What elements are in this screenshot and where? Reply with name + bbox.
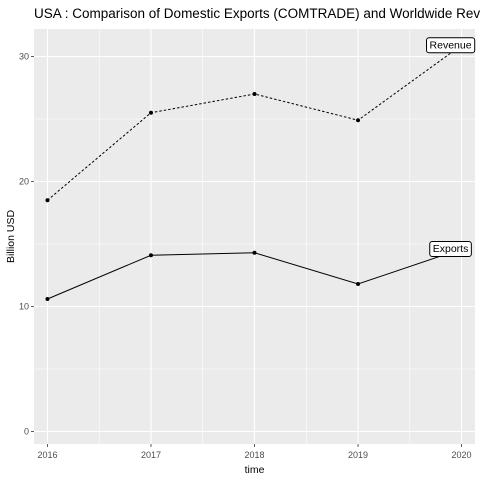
x-tick-label: 2016 (37, 450, 57, 460)
exports-point (45, 297, 50, 301)
exports-point (148, 253, 153, 258)
exports-label-text: Exports (433, 243, 469, 255)
y-tick-label: 10 (19, 302, 29, 312)
x-axis-ticks: 2016 2017 2018 2019 2020 (37, 444, 472, 460)
y-tick-label: 0 (24, 427, 29, 437)
y-tick-label: 20 (19, 177, 29, 187)
x-axis-title: time (245, 464, 265, 476)
x-tick-label: 2020 (452, 450, 472, 460)
y-axis-title: Billion USD (5, 210, 17, 264)
major-gridlines (34, 29, 475, 444)
revenue-label-box (426, 37, 476, 54)
exports-point (356, 282, 361, 286)
y-tick-label: 30 (19, 52, 29, 62)
series-labels: Revenue Exports (426, 37, 476, 257)
x-tick-label: 2017 (141, 450, 161, 460)
y-axis-ticks: 0 10 20 30 (19, 52, 34, 437)
revenue-point (148, 110, 153, 115)
x-tick-label: 2018 (244, 450, 264, 460)
exports-label-box (429, 241, 472, 257)
revenue-point (252, 92, 257, 96)
revenue-point (356, 118, 361, 123)
exports-point (252, 250, 257, 255)
revenue-point (45, 198, 50, 203)
chart-title: USA : Comparison of Domestic Exports (CO… (34, 6, 480, 21)
x-tick-label: 2019 (348, 450, 368, 460)
revenue-series-label: Revenue (426, 37, 476, 54)
series-layer (45, 43, 464, 301)
revenue-label-text: Revenue (430, 39, 472, 51)
exports-series-label: Exports (429, 241, 472, 257)
